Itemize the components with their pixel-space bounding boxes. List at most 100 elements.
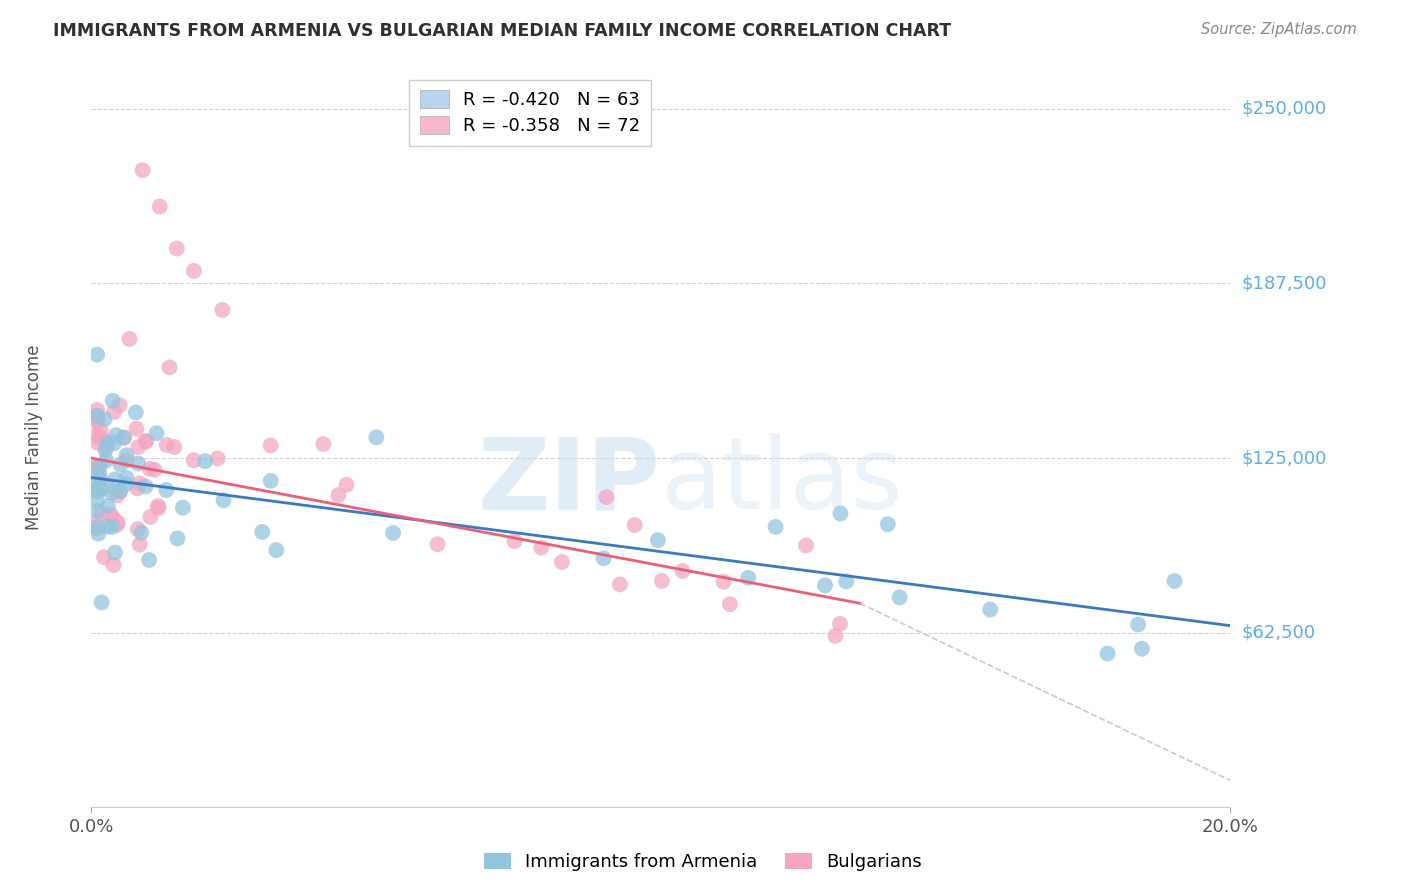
Point (889, 591, 911, 605)
Point (127, 482, 149, 496)
Point (110, 458, 132, 472)
Point (609, 577, 631, 591)
Point (131, 163, 153, 178)
Point (828, 616, 851, 631)
Point (86, 458, 108, 473)
Point (91, 482, 114, 496)
Legend: R = -0.420   N = 63, R = -0.358   N = 72: R = -0.420 N = 63, R = -0.358 N = 72 (409, 79, 651, 146)
Point (86, 515, 108, 529)
Text: Source: ZipAtlas.com: Source: ZipAtlas.com (1201, 22, 1357, 37)
Point (250, 524, 273, 539)
Point (97, 436, 120, 450)
Point (97, 478, 120, 492)
Point (979, 602, 1001, 616)
Point (129, 525, 152, 540)
Point (97, 499, 120, 513)
Point (114, 477, 136, 491)
Point (104, 546, 127, 560)
Point (1126, 617, 1149, 632)
Point (876, 517, 898, 532)
Point (86, 413, 108, 427)
Point (86, 427, 108, 442)
Point (86, 521, 108, 535)
Text: $62,500: $62,500 (1241, 624, 1316, 641)
Point (145, 426, 167, 441)
Point (101, 511, 124, 525)
Point (207, 451, 229, 466)
Point (89, 431, 111, 445)
Text: $250,000: $250,000 (1241, 100, 1327, 118)
Point (107, 488, 129, 502)
Point (266, 543, 288, 558)
Point (212, 493, 235, 508)
Point (86, 504, 108, 518)
Point (94, 443, 117, 458)
Point (651, 574, 673, 588)
Point (97, 519, 120, 533)
Point (211, 302, 233, 317)
Point (101, 485, 124, 500)
Point (623, 518, 645, 533)
Point (824, 629, 846, 643)
Point (530, 541, 553, 555)
Point (1130, 641, 1153, 656)
Point (128, 476, 150, 491)
Point (146, 499, 169, 513)
Point (93, 550, 115, 565)
Point (90, 595, 112, 609)
Point (127, 522, 149, 536)
Point (128, 538, 150, 552)
Point (104, 472, 127, 486)
Point (105, 517, 128, 532)
Point (183, 453, 205, 467)
Point (551, 555, 574, 569)
Point (835, 574, 858, 589)
Point (86, 460, 108, 475)
Point (830, 507, 852, 521)
Point (94, 453, 117, 467)
Point (100, 508, 122, 522)
Legend: Immigrants from Armenia, Bulgarians: Immigrants from Armenia, Bulgarians (477, 846, 929, 879)
Point (108, 398, 131, 412)
Point (156, 438, 179, 452)
Point (101, 520, 124, 534)
Point (115, 471, 138, 485)
Text: Median Family Income: Median Family Income (25, 344, 44, 530)
Point (794, 539, 817, 553)
Point (671, 564, 693, 578)
Point (87, 526, 110, 541)
Point (93, 412, 115, 426)
Point (312, 437, 335, 451)
Point (90, 506, 112, 520)
Point (138, 462, 160, 476)
Point (183, 264, 205, 278)
Point (96, 441, 118, 455)
Point (737, 571, 759, 585)
Point (814, 578, 837, 592)
Point (426, 537, 449, 551)
Point (103, 436, 125, 450)
Point (105, 428, 128, 442)
Point (86, 467, 108, 482)
Point (86, 485, 108, 500)
Point (108, 484, 131, 499)
Point (112, 431, 135, 445)
Point (139, 510, 162, 524)
Text: ZIP: ZIP (478, 433, 661, 530)
Point (595, 490, 617, 504)
Text: $125,000: $125,000 (1241, 449, 1327, 467)
Point (138, 553, 160, 567)
Point (125, 405, 148, 419)
Point (125, 422, 148, 436)
Point (89, 472, 111, 486)
Point (1163, 574, 1185, 588)
Point (115, 453, 138, 467)
Point (765, 520, 787, 534)
Point (94, 434, 117, 448)
Point (163, 440, 186, 454)
Point (260, 474, 283, 488)
Point (713, 574, 735, 589)
Point (143, 463, 166, 477)
Point (718, 597, 741, 611)
Point (328, 488, 350, 502)
